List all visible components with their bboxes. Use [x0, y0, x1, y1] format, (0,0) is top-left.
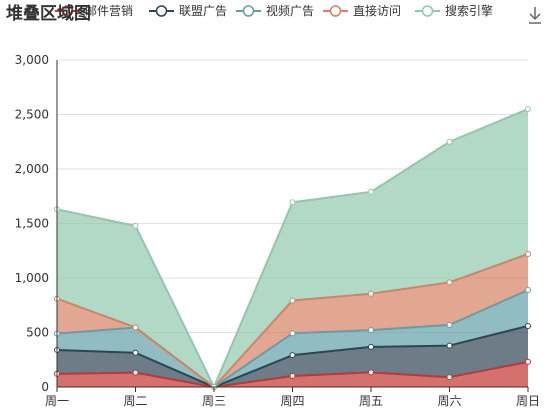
- legend-label: 视频广告: [266, 3, 314, 18]
- point-联盟广告-4[interactable]: [368, 343, 374, 350]
- y-tick-label-1000: 1,000: [15, 271, 49, 285]
- point-直接访问-6[interactable]: [525, 251, 531, 258]
- y-tick-label-3000: 3,000: [15, 53, 49, 67]
- point-视频广告-6[interactable]: [525, 286, 531, 293]
- axes: 0 500 1,000 1,500 2,000 2,500 3,000 周一 周二 周三 周四 周五 周…: [15, 53, 540, 408]
- point-直接访问-3[interactable]: [289, 297, 296, 304]
- point-视频广告-3[interactable]: [289, 330, 296, 337]
- point-邮件营销-3[interactable]: [289, 372, 296, 379]
- area-搜索引擎[interactable]: [57, 109, 528, 388]
- chart-title: 堆叠区域图: [6, 3, 91, 24]
- legend-label: 直接访问: [353, 3, 401, 18]
- area-视频广告[interactable]: [57, 289, 528, 387]
- point-邮件营销-1[interactable]: [132, 369, 139, 376]
- legend-label: 搜索引擎: [445, 3, 493, 18]
- point-联盟广告-5[interactable]: [446, 342, 453, 349]
- point-搜索引擎-3[interactable]: [289, 199, 296, 206]
- y-tick-label-2000: 2,000: [15, 162, 49, 176]
- point-直接访问-1[interactable]: [132, 324, 139, 331]
- x-tick-label-0: 周一: [45, 394, 69, 408]
- point-联盟广告-1[interactable]: [132, 349, 139, 356]
- y-tick-label-500: 500: [26, 326, 49, 340]
- legend-marker: [242, 5, 255, 17]
- y-tick-label-1500: 1,500: [15, 217, 49, 231]
- point-搜索引擎-4[interactable]: [368, 188, 374, 195]
- area-直接访问[interactable]: [57, 254, 528, 387]
- legend-item-联盟广告[interactable]: 联盟广告: [149, 4, 227, 18]
- legend-item-邮件营销[interactable]: 邮件营销: [55, 4, 133, 18]
- legend-label: 邮件营销: [85, 4, 133, 18]
- legend-item-搜索引擎[interactable]: 搜索引擎: [415, 3, 493, 18]
- point-视频广告-5[interactable]: [446, 321, 453, 328]
- legend-marker: [155, 5, 168, 17]
- point-搜索引擎-1[interactable]: [132, 222, 139, 229]
- y-tick-label-0: 0: [41, 380, 49, 394]
- legend-item-直接访问[interactable]: 直接访问: [323, 3, 401, 18]
- point-视频广告-4[interactable]: [368, 327, 374, 334]
- legend-item-视频广告[interactable]: 视频广告: [236, 3, 314, 18]
- point-搜索引擎-6[interactable]: [525, 106, 531, 113]
- x-tick-label-4: 周五: [359, 394, 383, 408]
- legend-marker: [329, 5, 342, 17]
- point-直接访问-4[interactable]: [368, 290, 374, 297]
- x-tick-label-6: 周日: [516, 394, 540, 408]
- x-tick-label-3: 周四: [280, 394, 304, 408]
- legend-marker: [61, 5, 74, 17]
- point-直接访问-5[interactable]: [446, 279, 453, 286]
- x-tick-label-5: 周六: [437, 394, 461, 408]
- legend-label: 联盟广告: [179, 4, 227, 18]
- point-邮件营销-4[interactable]: [368, 369, 374, 376]
- point-搜索引擎-5[interactable]: [446, 138, 453, 145]
- x-tick-label-1: 周二: [123, 394, 147, 408]
- point-邮件营销-5[interactable]: [446, 374, 453, 381]
- download-icon[interactable]: [529, 7, 541, 24]
- y-tick-label-2500: 2,500: [15, 108, 49, 122]
- point-联盟广告-3[interactable]: [289, 352, 296, 359]
- point-联盟广告-6[interactable]: [525, 322, 531, 329]
- area-series-group: [57, 109, 528, 388]
- legend: 邮件营销 联盟广告 视频广告 直接访问 搜索引擎: [55, 3, 493, 18]
- x-tick-label-2: 周三: [202, 394, 226, 408]
- legend-marker: [421, 5, 434, 17]
- point-邮件营销-6[interactable]: [525, 358, 531, 365]
